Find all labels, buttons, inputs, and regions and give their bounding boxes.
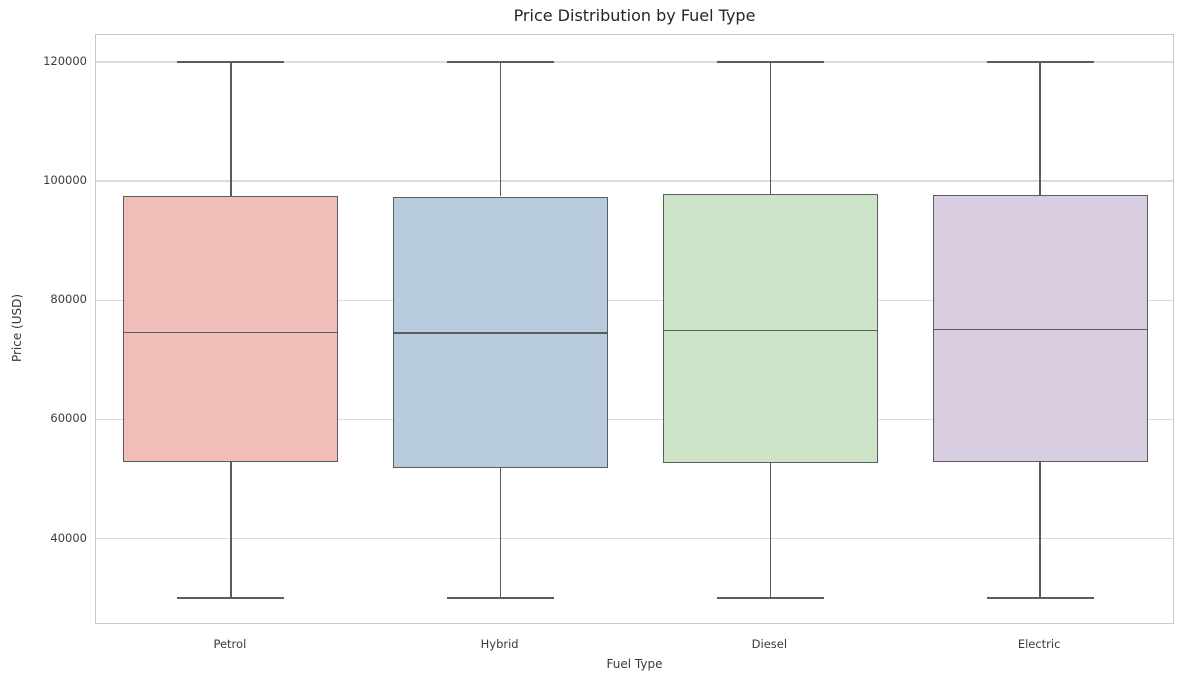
whisker-lower-diesel — [769, 462, 772, 599]
y-tick-label: 60000 — [50, 411, 87, 426]
x-axis-label: Fuel Type — [606, 657, 663, 671]
x-tick-label-electric: Electric — [1017, 637, 1061, 651]
chart-title: Price Distribution by Fuel Type — [513, 6, 756, 25]
box-diesel — [662, 194, 878, 463]
gridline — [96, 180, 1173, 182]
whisker-cap-max-petrol — [177, 60, 285, 63]
whisker-cap-max-hybrid — [447, 60, 555, 63]
whisker-cap-max-diesel — [716, 60, 824, 63]
median-hybrid — [393, 332, 609, 334]
median-petrol — [123, 331, 339, 334]
whisker-upper-electric — [1039, 61, 1041, 196]
y-axis-label: Price (USD) — [10, 293, 24, 363]
whisker-cap-max-electric — [986, 60, 1094, 63]
y-tick-label: 40000 — [50, 530, 87, 545]
box-petrol — [123, 195, 339, 462]
x-tick-label-petrol: Petrol — [213, 637, 247, 651]
gridline — [96, 299, 1173, 301]
median-diesel — [662, 329, 878, 332]
x-tick-label-hybrid: Hybrid — [480, 637, 519, 651]
y-tick-label: 80000 — [50, 292, 87, 307]
whisker-lower-electric — [1039, 461, 1041, 599]
y-tick-label: 120000 — [43, 53, 87, 68]
x-tick-label-diesel: Diesel — [751, 637, 788, 651]
y-tick-label: 100000 — [43, 173, 87, 187]
whisker-lower-petrol — [230, 461, 232, 599]
whisker-lower-hybrid — [499, 467, 502, 599]
whisker-cap-min-petrol — [177, 597, 285, 600]
whisker-cap-min-diesel — [716, 597, 824, 600]
box-hybrid — [393, 196, 609, 468]
gridline — [96, 537, 1173, 540]
box-electric — [932, 195, 1148, 462]
whisker-cap-min-electric — [986, 597, 1094, 600]
gridline — [96, 61, 1173, 63]
median-electric — [932, 328, 1148, 331]
whisker-cap-min-hybrid — [447, 597, 555, 600]
whisker-upper-hybrid — [499, 61, 502, 197]
gridline — [96, 418, 1173, 421]
whisker-upper-diesel — [769, 61, 772, 195]
whisker-upper-petrol — [230, 61, 232, 196]
plot-area — [95, 34, 1174, 624]
